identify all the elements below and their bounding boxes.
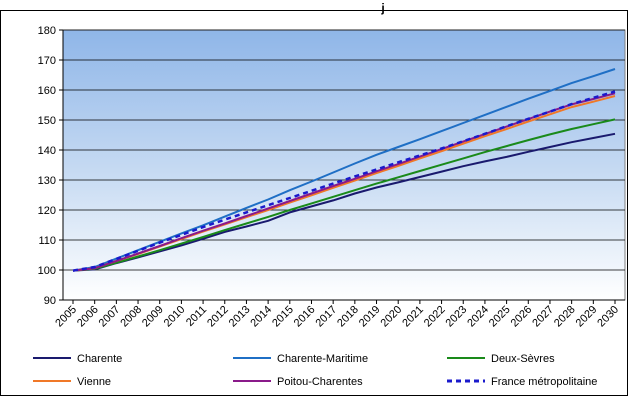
y-tick-label: 170 bbox=[38, 55, 56, 67]
series-lines bbox=[72, 68, 616, 272]
series-line-charente bbox=[72, 132, 616, 272]
series-line-charente-maritime bbox=[72, 68, 616, 272]
y-tick-label: 90 bbox=[44, 295, 56, 307]
chart-title: j bbox=[380, 1, 384, 15]
legend-label-charente-maritime: Charente-Maritime bbox=[277, 353, 368, 365]
y-tick-label: 150 bbox=[38, 115, 56, 127]
y-tick-label: 130 bbox=[38, 175, 56, 187]
y-tick-label: 180 bbox=[38, 25, 56, 37]
legend-label-france-m-tropolitaine: France métropolitaine bbox=[491, 376, 597, 388]
legend-label-charente: Charente bbox=[77, 353, 122, 365]
y-tick-label: 110 bbox=[38, 235, 56, 247]
y-tick-label: 140 bbox=[38, 145, 56, 157]
y-tick-label: 160 bbox=[38, 85, 56, 97]
legend-label-deux-s-vres: Deux-Sèvres bbox=[491, 353, 555, 365]
legend-label-vienne: Vienne bbox=[77, 376, 111, 388]
y-tick-label: 120 bbox=[38, 205, 56, 217]
y-axis: 90 100 110 120 130 140 150 160 170 180 bbox=[38, 25, 64, 307]
legend: Charente Charente-Maritime Deux-Sèvres Vien… bbox=[33, 353, 597, 388]
legend-label-poitou-charentes: Poitou-Charentes bbox=[277, 376, 363, 388]
series-line-deux-s-vres bbox=[72, 118, 616, 272]
plot-area bbox=[62, 29, 626, 301]
y-tick-label: 100 bbox=[38, 265, 56, 277]
series-line-poitou-charentes bbox=[72, 92, 616, 272]
